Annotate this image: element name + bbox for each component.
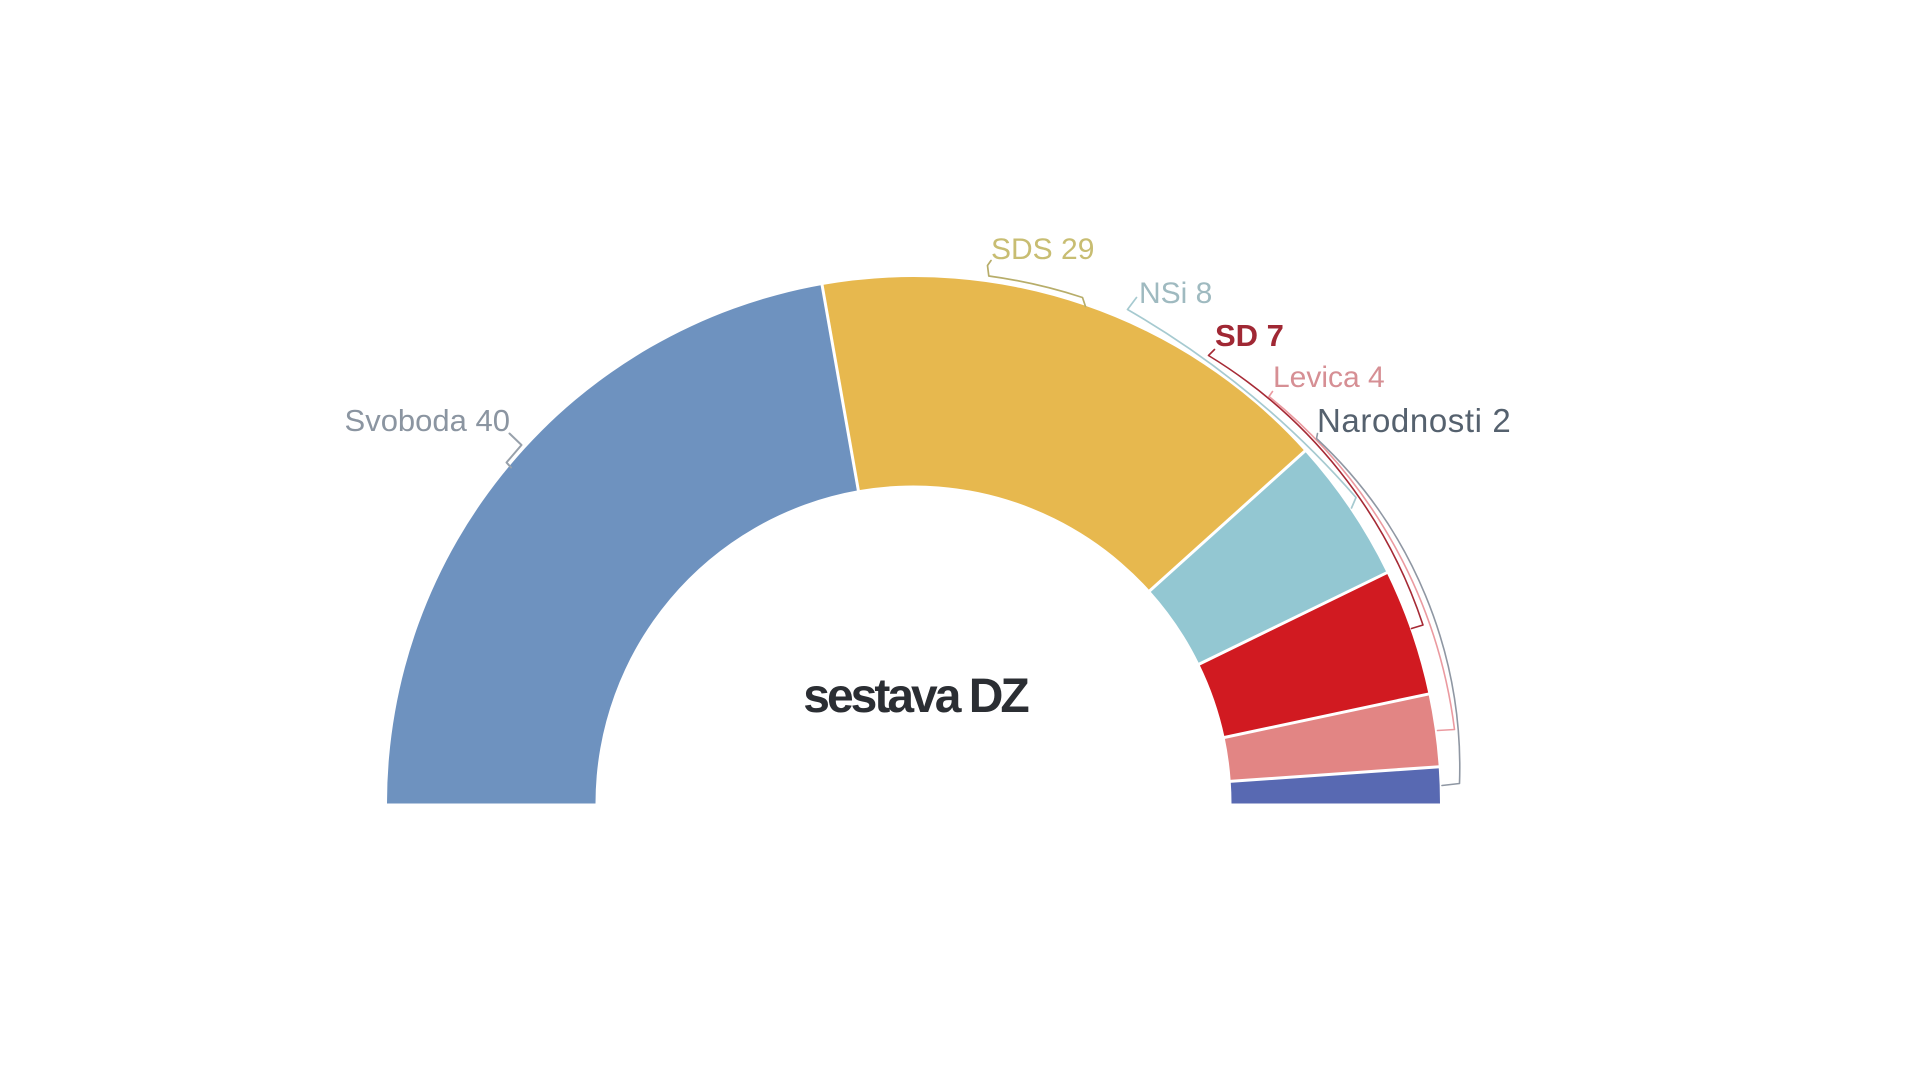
svg-text:Narodnosti 2: Narodnosti 2 xyxy=(1317,402,1511,439)
svg-text:sestava DZ: sestava DZ xyxy=(803,670,1028,723)
svg-text:SDS 29: SDS 29 xyxy=(991,233,1094,266)
svg-text:NSi 8: NSi 8 xyxy=(1139,277,1212,310)
svg-text:Svoboda 40: Svoboda 40 xyxy=(345,403,510,438)
svg-text:Levica 4: Levica 4 xyxy=(1273,361,1385,394)
svg-text:SD 7: SD 7 xyxy=(1215,318,1284,353)
